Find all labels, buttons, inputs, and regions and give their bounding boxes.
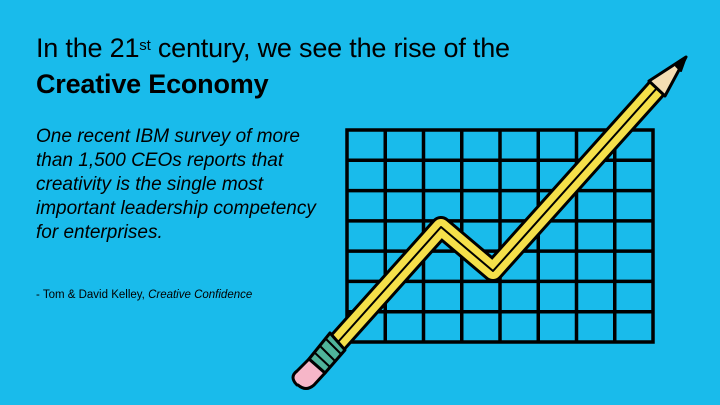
pencil-lead bbox=[675, 56, 687, 72]
pencil-ferrule-stripe bbox=[324, 337, 342, 355]
slide-title: In the 21st century, we see the rise of … bbox=[36, 30, 510, 102]
pencil-ferrule-stripe bbox=[318, 344, 336, 362]
quote-attribution: - Tom & David Kelley, Creative Confidenc… bbox=[36, 287, 252, 303]
pencil-center-line bbox=[337, 87, 658, 343]
grid-graphic bbox=[345, 128, 655, 344]
quote-text: One recent IBM survey of more than 1,500… bbox=[36, 126, 316, 243]
title-text-rest: century, we see the rise of the bbox=[150, 33, 510, 63]
attribution-authors: - Tom & David Kelley, bbox=[36, 289, 149, 301]
title-emphasis: Creative Economy bbox=[36, 69, 269, 99]
title-text: In the 21 bbox=[36, 33, 140, 63]
pencil-ferrule-stripe bbox=[313, 351, 331, 368]
pencil-icon bbox=[291, 55, 688, 390]
attribution-book-title: Creative Confidence bbox=[148, 289, 253, 301]
pencil-eraser bbox=[291, 357, 327, 390]
title-superscript: st bbox=[139, 37, 151, 54]
